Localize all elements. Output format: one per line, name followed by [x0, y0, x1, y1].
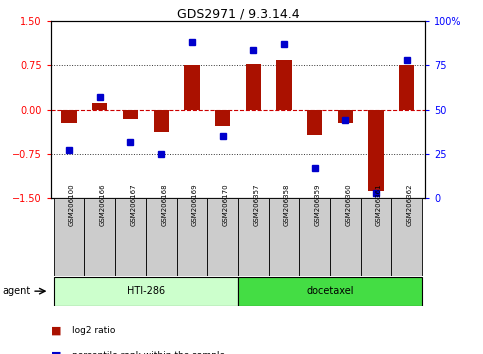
Bar	[54, 198, 85, 276]
Bar	[269, 198, 299, 276]
Bar	[245, 64, 261, 110]
Bar	[238, 277, 422, 306]
Bar	[176, 198, 207, 276]
Text: ■: ■	[51, 326, 61, 336]
Bar	[54, 277, 238, 306]
Text: percentile rank within the sample: percentile rank within the sample	[72, 351, 226, 354]
Bar	[85, 198, 115, 276]
Bar	[399, 65, 414, 110]
Bar	[338, 110, 353, 123]
Text: GSM206359: GSM206359	[314, 183, 321, 226]
Bar	[361, 198, 391, 276]
Text: GSM206362: GSM206362	[407, 183, 412, 226]
Text: HTI-286: HTI-286	[127, 286, 165, 296]
Bar	[184, 65, 199, 110]
Bar	[92, 103, 108, 110]
Bar	[61, 110, 77, 123]
Text: ■: ■	[51, 351, 61, 354]
Bar	[215, 110, 230, 126]
Text: agent: agent	[2, 286, 30, 296]
Bar	[368, 110, 384, 191]
Bar	[154, 110, 169, 132]
Text: log2 ratio: log2 ratio	[72, 326, 116, 336]
Text: GSM206166: GSM206166	[100, 183, 106, 226]
Text: GSM206167: GSM206167	[130, 183, 137, 226]
Title: GDS2971 / 9.3.14.4: GDS2971 / 9.3.14.4	[177, 7, 299, 20]
Text: GSM206361: GSM206361	[376, 183, 382, 226]
Text: GSM206169: GSM206169	[192, 183, 198, 226]
Bar	[330, 198, 361, 276]
Bar	[115, 198, 146, 276]
Bar	[123, 110, 138, 119]
Bar	[238, 198, 269, 276]
Bar	[299, 198, 330, 276]
Text: docetaxel: docetaxel	[306, 286, 354, 296]
Text: GSM206168: GSM206168	[161, 183, 167, 226]
Text: GSM206358: GSM206358	[284, 183, 290, 226]
Text: GSM206360: GSM206360	[345, 183, 351, 226]
Bar	[146, 198, 176, 276]
Bar	[391, 198, 422, 276]
Text: GSM206357: GSM206357	[253, 183, 259, 226]
Text: GSM206100: GSM206100	[69, 183, 75, 226]
Bar	[307, 110, 322, 135]
Bar	[276, 59, 292, 110]
Bar	[207, 198, 238, 276]
Text: GSM206170: GSM206170	[223, 183, 228, 226]
